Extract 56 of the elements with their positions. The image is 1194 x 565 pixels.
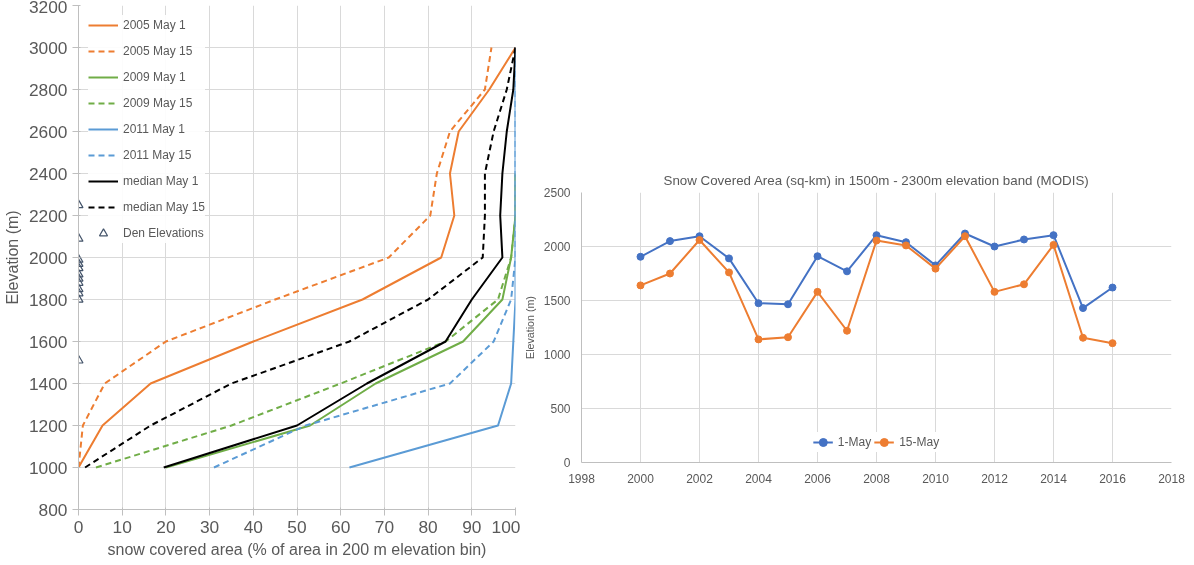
y-tick-label: 2000 <box>28 247 68 268</box>
y-tick-label: 2500 <box>543 186 571 200</box>
y-tick-label: 2800 <box>28 79 68 100</box>
legend-label: 15-May <box>899 435 940 449</box>
x-tick-label: 2008 <box>863 471 891 486</box>
y-tick-label: 1500 <box>543 294 571 308</box>
legend-label: median May 1 <box>123 174 199 188</box>
x-tick-label: 2004 <box>745 471 773 486</box>
chart-title: Snow Covered Area (sq-km) in 1500m - 2300m elevation band (MODIS) <box>663 172 1089 188</box>
x-tick-label: 2016 <box>1099 471 1127 486</box>
y-tick-label: 3000 <box>28 37 68 58</box>
legend-label: 1-May <box>837 435 872 449</box>
x-tick-label: 0 <box>73 516 84 537</box>
legend-label: 2009 May 1 <box>123 70 186 84</box>
y-tick-label: 1000 <box>28 457 68 478</box>
x-tick-label: 30 <box>199 516 220 537</box>
y-tick-label: 2600 <box>28 121 68 142</box>
y-tick-label: 1600 <box>28 331 68 352</box>
y-tick-label: 1200 <box>28 415 68 436</box>
x-axis-title: snow covered area (% of area in 200 m elevation bin) <box>107 540 487 558</box>
legend-label: 2009 May 15 <box>123 96 193 110</box>
x-tick-label: 80 <box>418 516 438 537</box>
x-tick-label: 1998 <box>568 471 596 486</box>
legend-label: 2011 May 1 <box>123 122 185 136</box>
x-tick-label: 20 <box>156 516 176 537</box>
x-tick-label: 10 <box>112 516 132 537</box>
legend-label: Den Elevations <box>123 226 204 240</box>
x-tick-label: 2006 <box>804 471 832 486</box>
x-tick-label: 2018 <box>1158 471 1186 486</box>
x-tick-label: 40 <box>243 516 263 537</box>
x-tick-label: 60 <box>331 516 351 537</box>
y-tick-label: 2400 <box>28 163 68 184</box>
x-tick-label: 90 <box>462 516 482 537</box>
y-tick-label: 1400 <box>28 373 68 394</box>
y-tick-label: 3200 <box>28 0 68 17</box>
legend-label: median May 15 <box>123 200 206 214</box>
x-tick-label: 2002 <box>686 471 714 486</box>
x-tick-label: 50 <box>287 516 307 537</box>
x-tick-label: 2012 <box>981 471 1009 486</box>
x-tick-label: 2000 <box>627 471 655 486</box>
legend-label: 2011 May 15 <box>123 148 192 162</box>
y-tick-label: 2000 <box>543 240 571 254</box>
y-axis-title: Elevation (m) <box>3 210 21 305</box>
x-tick-label: 70 <box>374 516 395 537</box>
y-axis-title: Elevation (m) <box>523 296 536 359</box>
y-tick-label: 1800 <box>28 289 68 310</box>
y-tick-label: 500 <box>550 402 571 416</box>
y-tick-label: 2200 <box>28 205 68 226</box>
y-tick-label: 800 <box>38 499 68 520</box>
legend-label: 2005 May 15 <box>123 44 193 58</box>
x-tick-label: 100 <box>491 516 521 537</box>
y-tick-label: 0 <box>563 456 571 470</box>
x-tick-label: 2010 <box>922 471 950 486</box>
x-tick-label: 2014 <box>1040 471 1068 486</box>
y-tick-label: 1000 <box>543 348 571 362</box>
legend-label: 2005 May 1 <box>123 18 186 32</box>
